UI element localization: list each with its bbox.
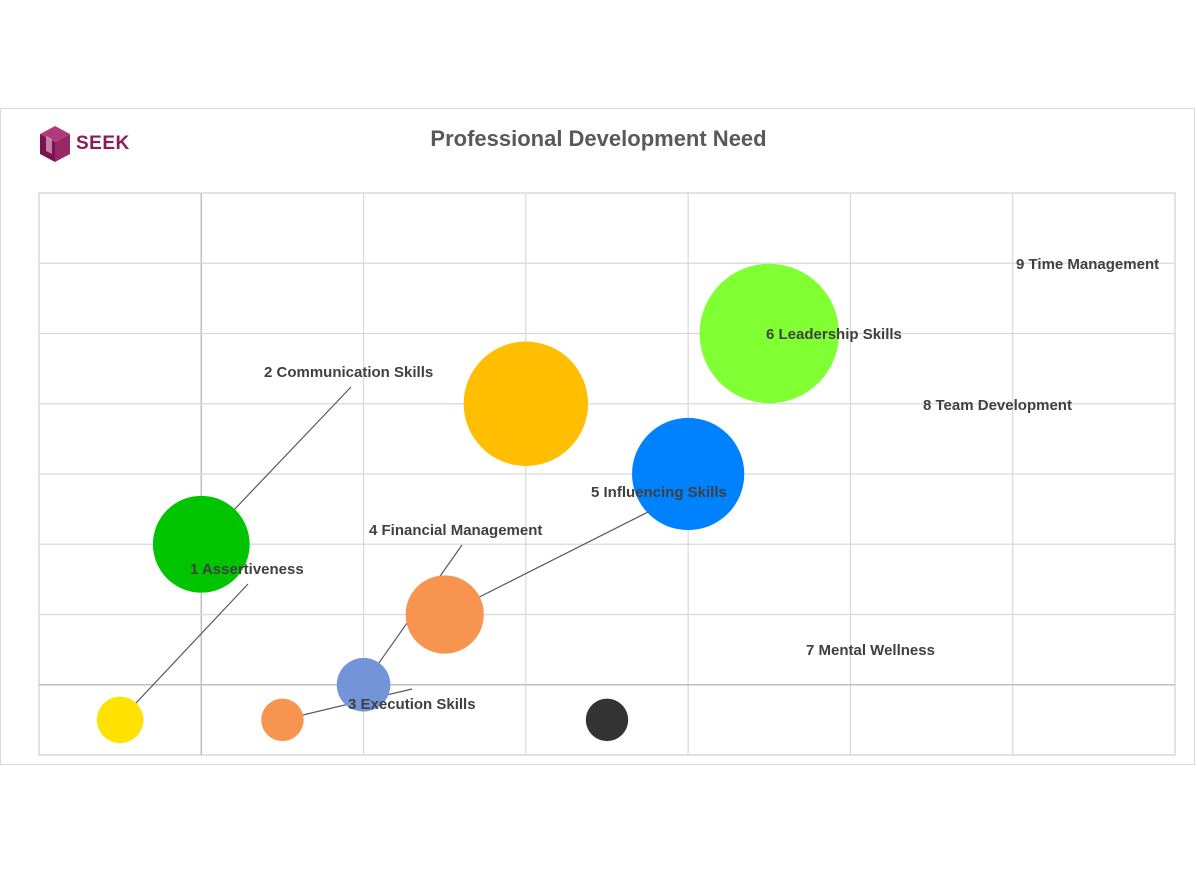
chart-title: Professional Development Need	[430, 126, 767, 151]
bubble-5	[405, 575, 484, 654]
bubble-label-1: 1 Assertiveness	[190, 561, 304, 578]
bubble-7	[585, 698, 629, 742]
bubble-2	[152, 495, 250, 593]
bubble-1	[96, 696, 144, 744]
chart-frame	[0, 108, 1195, 765]
leader-line	[444, 505, 661, 616]
bubble-3	[261, 698, 304, 742]
bubble-labels: 1 Assertiveness 2 Communication Skills 3 E…	[190, 256, 1159, 713]
logo-text: SEEK	[76, 133, 130, 154]
bubble-label-7: 7 Mental Wellness	[806, 642, 935, 659]
bubble-8	[632, 417, 745, 531]
logo: SEEK	[38, 124, 130, 164]
cube-logo-icon	[40, 126, 70, 162]
bubble-label-9: 9 Time Management	[1016, 256, 1159, 273]
bubble-6	[463, 341, 589, 466]
leader-line	[119, 583, 249, 721]
bubble-label-5: 5 Influencing Skills	[591, 484, 727, 501]
grid	[38, 192, 1176, 756]
bubble-9	[699, 263, 839, 404]
bubble-label-6: 6 Leadership Skills	[766, 326, 902, 343]
bubble-label-4: 4 Financial Management	[369, 522, 542, 539]
bubble-label-2: 2 Communication Skills	[264, 364, 433, 381]
bubble-label-8: 8 Team Development	[923, 397, 1072, 414]
bubble-4	[336, 657, 391, 712]
bubble-label-3: 3 Execution Skills	[348, 696, 476, 713]
bubbles	[96, 263, 839, 744]
